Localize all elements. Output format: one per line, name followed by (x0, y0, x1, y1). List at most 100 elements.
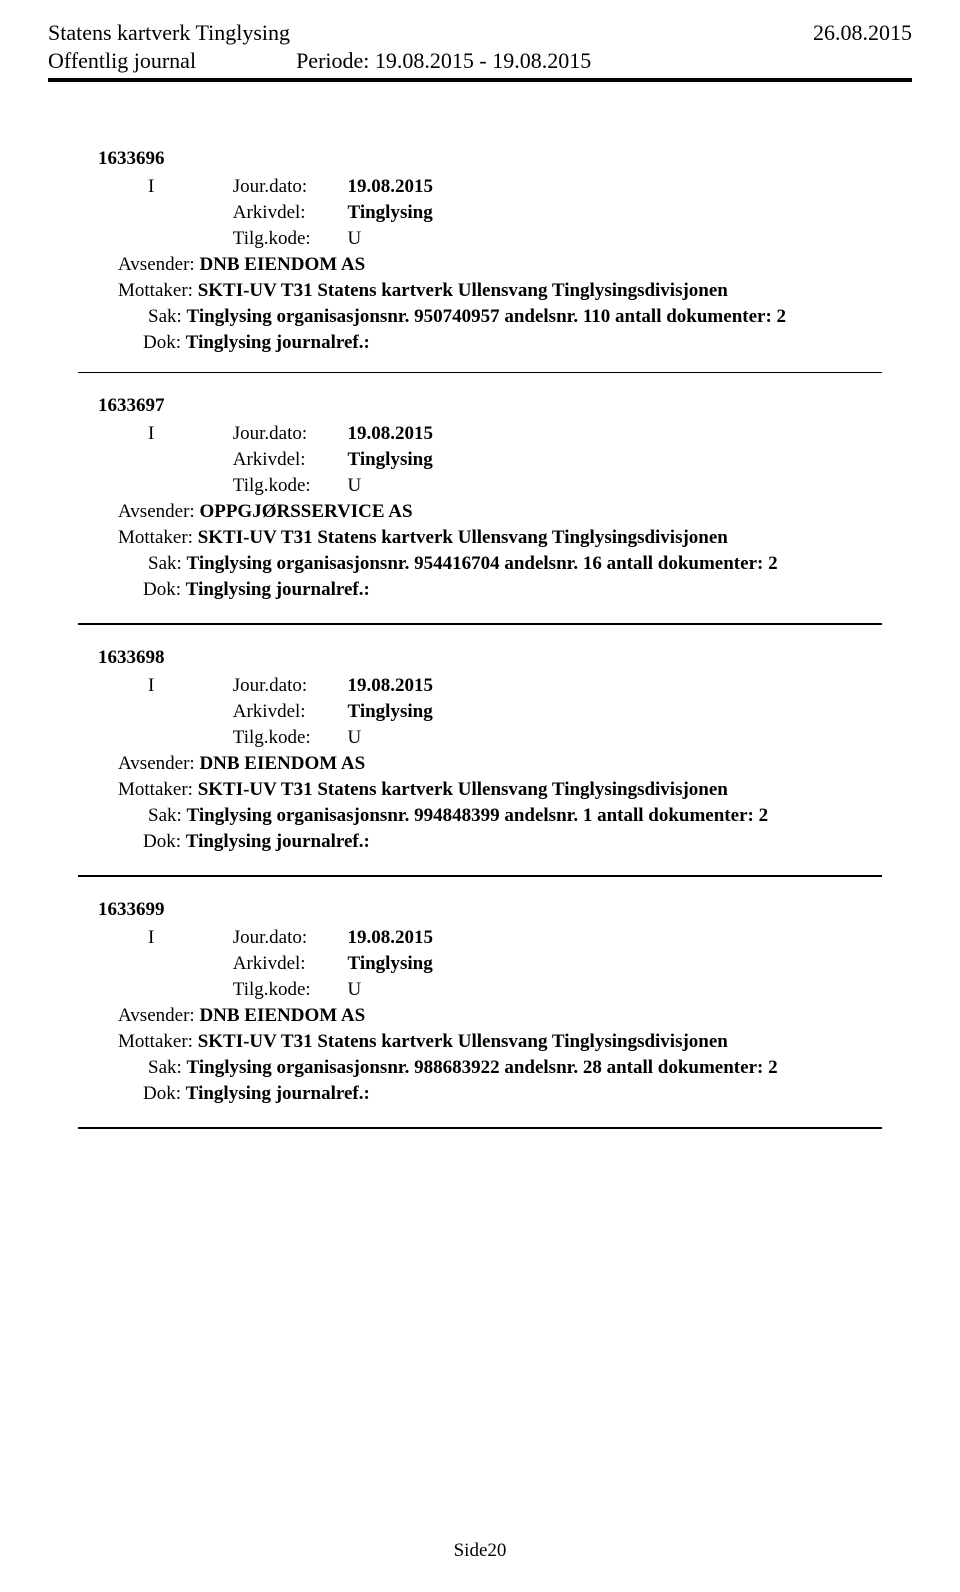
entry-tilgkode-line: Tilg.kode: U (148, 475, 912, 497)
dok-value: Tinglysing journalref.: (186, 831, 370, 852)
mottaker-value: SKTI-UV T31 Statens kartverk Ullensvang … (198, 527, 728, 548)
entry-sak-line: Sak: Tinglysing organisasjonsnr. 9948483… (148, 805, 912, 827)
entry-separator (78, 1127, 882, 1129)
entry-mottaker-line: Mottaker: SKTI-UV T31 Statens kartverk U… (118, 1031, 912, 1053)
sak-value: Tinglysing organisasjonsnr. 988683922 an… (187, 1057, 778, 1078)
dok-label: Dok: (143, 831, 181, 853)
mottaker-value: SKTI-UV T31 Statens kartverk Ullensvang … (198, 1031, 728, 1052)
page-header: Statens kartverk Tinglysing 26.08.2015 O… (48, 20, 912, 88)
entry-tilgkode-line: Tilg.kode: U (148, 228, 912, 250)
avsender-label: Avsender: (118, 753, 195, 775)
sak-label: Sak: (148, 1057, 182, 1079)
avsender-value: DNB EIENDOM AS (199, 753, 365, 774)
jourdato-value: 19.08.2015 (348, 423, 434, 444)
arkivdel-value: Tinglysing (348, 953, 433, 974)
mottaker-label: Mottaker: (118, 280, 193, 302)
jourdato-value: 19.08.2015 (348, 675, 434, 696)
tilgkode-label: Tilg.kode: (233, 228, 343, 250)
mottaker-label: Mottaker: (118, 527, 193, 549)
entry-dok-line: Dok: Tinglysing journalref.: (143, 1083, 912, 1105)
avsender-value: DNB EIENDOM AS (199, 254, 365, 275)
entry-dok-line: Dok: Tinglysing journalref.: (143, 332, 912, 354)
dok-label: Dok: (143, 332, 181, 354)
sak-label: Sak: (148, 306, 182, 328)
period-label: Periode: 19.08.2015 - 19.08.2015 (296, 48, 591, 74)
sak-value: Tinglysing organisasjonsnr. 994848399 an… (187, 805, 769, 826)
jourdato-label: Jour.dato: (233, 423, 343, 445)
page-footer: Side20 (0, 1540, 960, 1562)
entry-sak-line: Sak: Tinglysing organisasjonsnr. 9886839… (148, 1057, 912, 1079)
entry-id: 1633697 (98, 395, 912, 417)
entry-tilgkode-line: Tilg.kode: U (148, 727, 912, 749)
entry-arkivdel-line: Arkivdel: Tinglysing (148, 953, 912, 975)
dok-value: Tinglysing journalref.: (186, 579, 370, 600)
entry-jourdato-line: I Jour.dato: 19.08.2015 (148, 927, 912, 949)
dok-value: Tinglysing journalref.: (186, 332, 370, 353)
header-divider (48, 78, 912, 82)
entry-id: 1633699 (98, 899, 912, 921)
avsender-value: DNB EIENDOM AS (199, 1005, 365, 1026)
mottaker-label: Mottaker: (118, 779, 193, 801)
entry-avsender-line: Avsender: DNB EIENDOM AS (118, 753, 912, 775)
entry-sak-line: Sak: Tinglysing organisasjonsnr. 9544167… (148, 553, 912, 575)
journal-entry: 1633697 I Jour.dato: 19.08.2015 Arkivdel… (48, 395, 912, 625)
entry-avsender-line: Avsender: OPPGJØRSSERVICE AS (118, 501, 912, 523)
jourdato-value: 19.08.2015 (348, 176, 434, 197)
sak-label: Sak: (148, 553, 182, 575)
journal-label: Offentlig journal (48, 48, 196, 74)
avsender-label: Avsender: (118, 1005, 195, 1027)
arkivdel-value: Tinglysing (348, 202, 433, 223)
sak-value: Tinglysing organisasjonsnr. 954416704 an… (187, 553, 778, 574)
entry-jourdato-line: I Jour.dato: 19.08.2015 (148, 423, 912, 445)
arkivdel-label: Arkivdel: (233, 701, 343, 723)
arkivdel-label: Arkivdel: (233, 202, 343, 224)
journal-entry: 1633698 I Jour.dato: 19.08.2015 Arkivdel… (48, 647, 912, 877)
jourdato-value: 19.08.2015 (348, 927, 434, 948)
avsender-label: Avsender: (118, 254, 195, 276)
sak-label: Sak: (148, 805, 182, 827)
entry-type: I (148, 423, 228, 445)
entry-sak-line: Sak: Tinglysing organisasjonsnr. 9507409… (148, 306, 912, 328)
arkivdel-label: Arkivdel: (233, 449, 343, 471)
entry-mottaker-line: Mottaker: SKTI-UV T31 Statens kartverk U… (118, 527, 912, 549)
entry-dok-line: Dok: Tinglysing journalref.: (143, 579, 912, 601)
tilgkode-value: U (348, 475, 362, 496)
jourdato-label: Jour.dato: (233, 675, 343, 697)
print-date: 26.08.2015 (813, 20, 912, 46)
header-row-2: Offentlig journal Periode: 19.08.2015 - … (48, 48, 912, 74)
org-name: Statens kartverk Tinglysing (48, 20, 290, 46)
entry-jourdato-line: I Jour.dato: 19.08.2015 (148, 675, 912, 697)
tilgkode-label: Tilg.kode: (233, 727, 343, 749)
entry-separator (78, 372, 882, 373)
entry-type: I (148, 176, 228, 198)
jourdato-label: Jour.dato: (233, 176, 343, 198)
avsender-value: OPPGJØRSSERVICE AS (199, 501, 412, 522)
mottaker-value: SKTI-UV T31 Statens kartverk Ullensvang … (198, 779, 728, 800)
entry-jourdato-line: I Jour.dato: 19.08.2015 (148, 176, 912, 198)
arkivdel-value: Tinglysing (348, 701, 433, 722)
entry-mottaker-line: Mottaker: SKTI-UV T31 Statens kartverk U… (118, 779, 912, 801)
journal-entry: 1633699 I Jour.dato: 19.08.2015 Arkivdel… (48, 899, 912, 1129)
tilgkode-label: Tilg.kode: (233, 475, 343, 497)
entry-avsender-line: Avsender: DNB EIENDOM AS (118, 254, 912, 276)
entry-separator (78, 623, 882, 625)
entry-id: 1633698 (98, 647, 912, 669)
entry-separator (78, 875, 882, 877)
tilgkode-value: U (348, 979, 362, 1000)
entry-arkivdel-line: Arkivdel: Tinglysing (148, 449, 912, 471)
dok-label: Dok: (143, 1083, 181, 1105)
entry-avsender-line: Avsender: DNB EIENDOM AS (118, 1005, 912, 1027)
mottaker-value: SKTI-UV T31 Statens kartverk Ullensvang … (198, 280, 728, 301)
avsender-label: Avsender: (118, 501, 195, 523)
dok-label: Dok: (143, 579, 181, 601)
entry-mottaker-line: Mottaker: SKTI-UV T31 Statens kartverk U… (118, 280, 912, 302)
sak-value: Tinglysing organisasjonsnr. 950740957 an… (187, 306, 787, 327)
entry-type: I (148, 675, 228, 697)
entry-dok-line: Dok: Tinglysing journalref.: (143, 831, 912, 853)
tilgkode-value: U (348, 228, 362, 249)
tilgkode-value: U (348, 727, 362, 748)
entries-container: 1633696 I Jour.dato: 19.08.2015 Arkivdel… (48, 148, 912, 1129)
jourdato-label: Jour.dato: (233, 927, 343, 949)
entry-id: 1633696 (98, 148, 912, 170)
header-row-1: Statens kartverk Tinglysing 26.08.2015 (48, 20, 912, 46)
